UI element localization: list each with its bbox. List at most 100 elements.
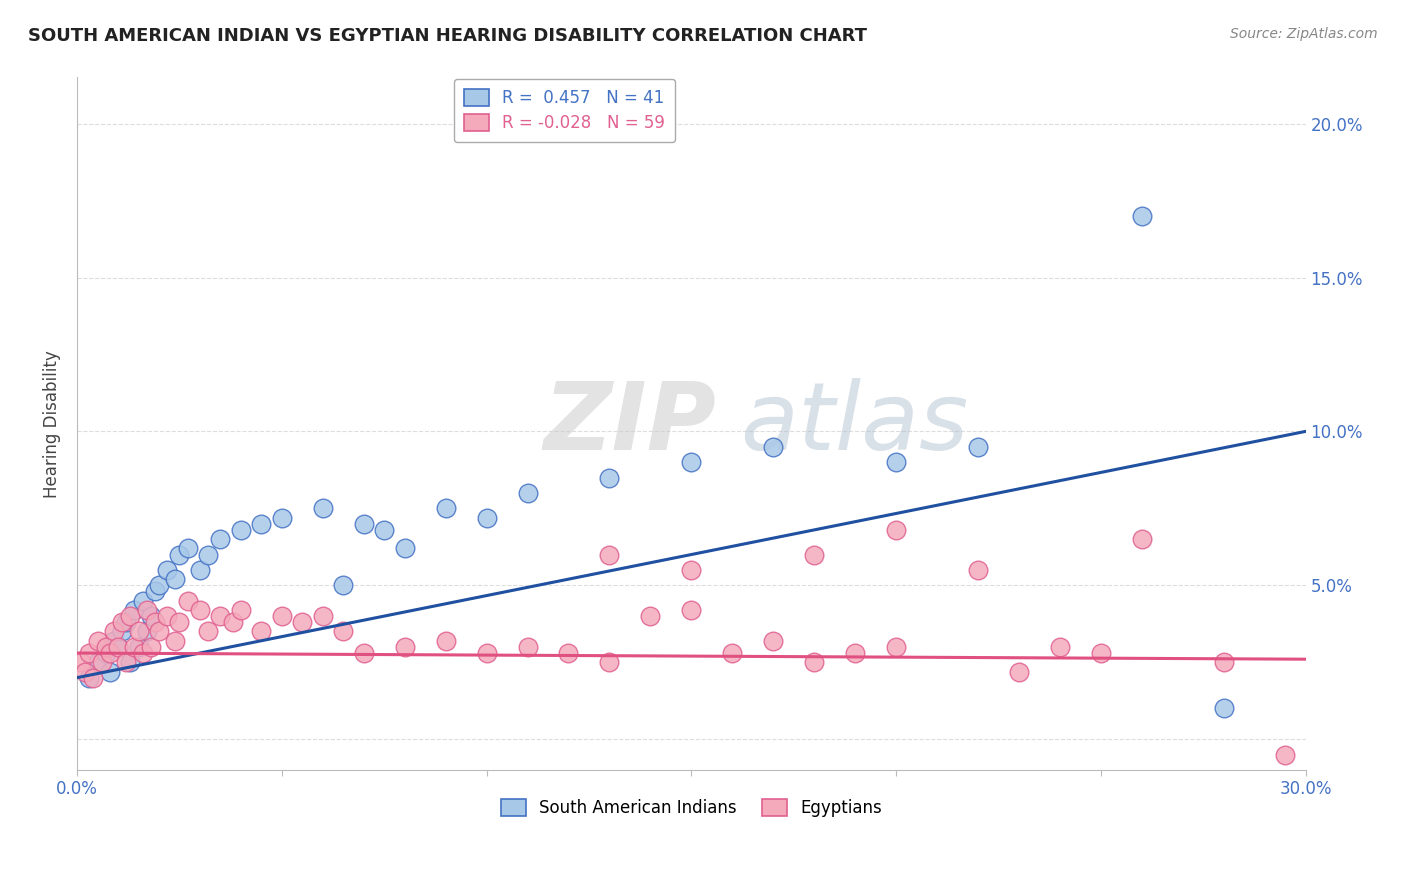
Point <box>1212 655 1234 669</box>
Text: SOUTH AMERICAN INDIAN VS EGYPTIAN HEARING DISABILITY CORRELATION CHART: SOUTH AMERICAN INDIAN VS EGYPTIAN HEARIN… <box>28 27 868 45</box>
Point <box>103 624 125 639</box>
Point <box>131 646 153 660</box>
Point <box>115 655 138 669</box>
Point <box>1130 209 1153 223</box>
Point <box>1049 640 1071 654</box>
Point <box>557 646 579 660</box>
Point <box>844 646 866 660</box>
Point <box>250 516 273 531</box>
Point <box>681 603 703 617</box>
Point <box>143 584 166 599</box>
Point <box>148 624 170 639</box>
Point <box>98 646 121 660</box>
Point <box>394 541 416 556</box>
Point <box>169 548 191 562</box>
Point <box>135 624 157 639</box>
Point <box>434 633 457 648</box>
Point <box>148 578 170 592</box>
Point <box>353 516 375 531</box>
Point <box>120 609 142 624</box>
Point <box>803 548 825 562</box>
Point <box>1130 532 1153 546</box>
Point <box>229 523 252 537</box>
Point <box>598 470 620 484</box>
Point <box>86 633 108 648</box>
Point <box>124 603 146 617</box>
Point <box>75 665 97 679</box>
Point <box>165 633 187 648</box>
Point <box>332 578 354 592</box>
Point <box>967 563 990 577</box>
Point <box>103 633 125 648</box>
Point <box>115 615 138 630</box>
Point <box>188 563 211 577</box>
Point <box>135 603 157 617</box>
Point <box>373 523 395 537</box>
Point <box>128 624 150 639</box>
Point <box>250 624 273 639</box>
Point <box>884 455 907 469</box>
Point <box>156 563 179 577</box>
Point <box>79 671 101 685</box>
Point <box>762 440 785 454</box>
Point <box>229 603 252 617</box>
Point <box>86 655 108 669</box>
Point <box>1212 701 1234 715</box>
Point <box>332 624 354 639</box>
Point <box>169 615 191 630</box>
Point <box>176 593 198 607</box>
Point <box>598 655 620 669</box>
Point <box>165 572 187 586</box>
Point <box>721 646 744 660</box>
Point <box>516 486 538 500</box>
Point <box>143 615 166 630</box>
Point <box>124 640 146 654</box>
Point <box>128 640 150 654</box>
Point <box>90 655 112 669</box>
Point <box>120 655 142 669</box>
Point <box>312 609 335 624</box>
Point <box>139 609 162 624</box>
Point <box>131 593 153 607</box>
Point <box>291 615 314 630</box>
Point <box>475 646 498 660</box>
Point <box>598 548 620 562</box>
Point <box>98 665 121 679</box>
Point <box>221 615 243 630</box>
Point <box>394 640 416 654</box>
Point <box>312 501 335 516</box>
Point <box>884 640 907 654</box>
Point <box>967 440 990 454</box>
Point <box>82 671 104 685</box>
Point <box>188 603 211 617</box>
Point <box>884 523 907 537</box>
Point <box>94 640 117 654</box>
Point <box>681 563 703 577</box>
Point <box>197 624 219 639</box>
Point <box>270 609 292 624</box>
Point <box>209 532 232 546</box>
Point <box>681 455 703 469</box>
Point <box>176 541 198 556</box>
Point <box>70 655 93 669</box>
Point <box>516 640 538 654</box>
Legend: South American Indians, Egyptians: South American Indians, Egyptians <box>494 792 889 824</box>
Point <box>139 640 162 654</box>
Point <box>1090 646 1112 660</box>
Point <box>475 510 498 524</box>
Point <box>640 609 662 624</box>
Point <box>79 646 101 660</box>
Text: ZIP: ZIP <box>544 377 717 470</box>
Point <box>156 609 179 624</box>
Point <box>434 501 457 516</box>
Text: atlas: atlas <box>741 378 969 469</box>
Point <box>353 646 375 660</box>
Point <box>94 646 117 660</box>
Point <box>803 655 825 669</box>
Point <box>209 609 232 624</box>
Point <box>1008 665 1031 679</box>
Point <box>111 624 134 639</box>
Point <box>270 510 292 524</box>
Text: Source: ZipAtlas.com: Source: ZipAtlas.com <box>1230 27 1378 41</box>
Point <box>197 548 219 562</box>
